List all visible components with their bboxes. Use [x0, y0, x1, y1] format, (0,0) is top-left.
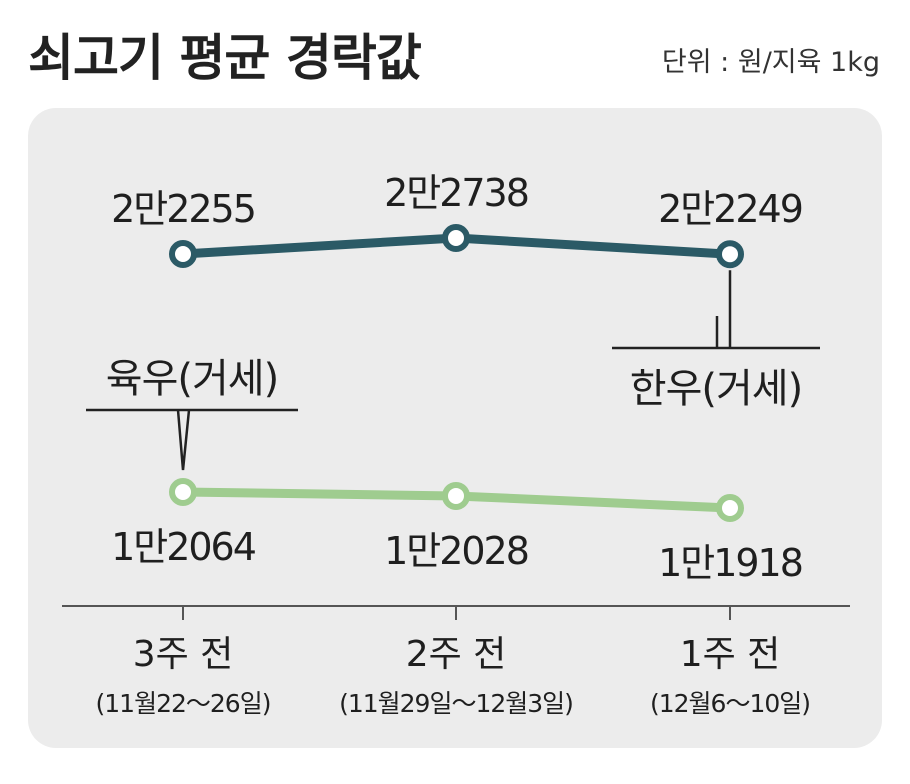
data-point [716, 240, 744, 269]
x-tick-label: 3주 전 [133, 634, 234, 675]
x-tick-date: (11월29일～12월3일) [339, 689, 573, 718]
x-tick-date: (12월6～10일) [650, 689, 810, 718]
data-point [169, 240, 197, 268]
data-label: 2만2249 [658, 187, 802, 231]
data-point [442, 224, 470, 252]
chart-panel [28, 108, 882, 748]
data-label: 2만2255 [111, 187, 255, 231]
data-label: 1만2028 [384, 529, 528, 573]
series-label-hanwoo: 한우(거세) [630, 366, 802, 412]
x-tick-label: 2주 전 [406, 634, 507, 675]
data-point [169, 478, 197, 506]
series-callout-line [612, 270, 820, 350]
data-point [716, 494, 744, 522]
series-callout-line [86, 408, 298, 471]
data-point [442, 481, 470, 510]
x-tick-date: (11월22～26일) [96, 689, 271, 718]
data-label: 1만1918 [658, 541, 802, 585]
chart-title: 쇠고기 평균 경락값 [28, 29, 422, 87]
data-label: 1만2064 [111, 525, 256, 569]
x-tick-label: 1주 전 [680, 634, 781, 675]
data-label: 2만2738 [384, 171, 528, 215]
unit-label: 단위 : 원/지육 1kg [661, 47, 880, 78]
series-label-yugwoo: 육우(거세) [106, 356, 278, 402]
